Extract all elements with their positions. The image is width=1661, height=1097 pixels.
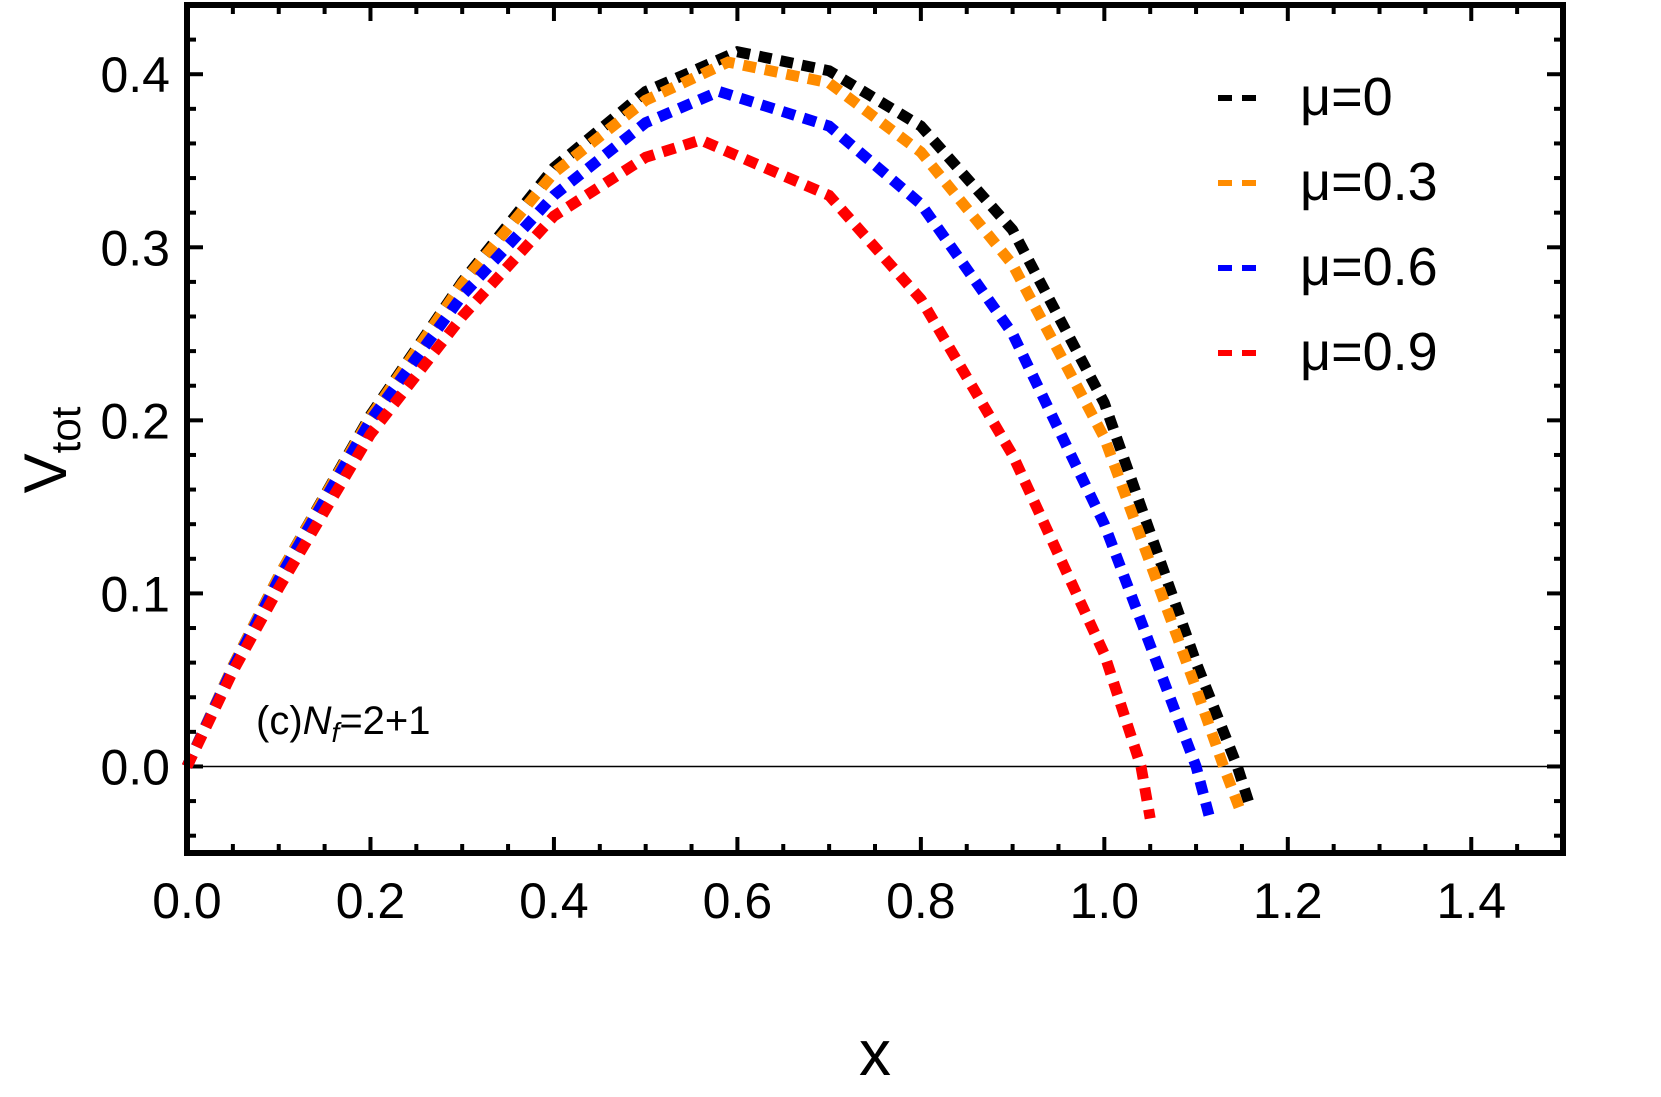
y-tick-label: 0.3 (100, 220, 170, 276)
y-axis-label-main: V (12, 453, 79, 493)
x-tick-label: 1.2 (1253, 873, 1323, 929)
legend-label: μ=0.3 (1300, 152, 1438, 212)
x-tick-label: 1.0 (1070, 873, 1140, 929)
legend-label: μ=0.9 (1300, 322, 1438, 382)
y-tick-label: 0.2 (100, 393, 170, 449)
series-line-2 (182, 85, 1216, 820)
y-tick-label: 0.1 (100, 566, 170, 622)
legend-label: μ=0.6 (1300, 237, 1438, 297)
x-tick-label: 1.4 (1437, 873, 1507, 929)
series-lines (181, 45, 1257, 820)
legend-label: μ=0 (1300, 67, 1393, 127)
annotation-prefix: (c) (256, 699, 303, 743)
x-tick-label: 0.8 (886, 873, 956, 929)
legend: μ=0 μ=0.3 μ=0.6 μ=0.9 (1218, 67, 1438, 382)
panel-annotation: (c)Nf=2+1 (256, 699, 431, 748)
series-line-0 (181, 45, 1257, 812)
y-axis-label: Vtot (12, 406, 89, 493)
tick-labels: 0.0 0.2 0.4 0.6 0.8 1.0 1.2 1.4 0.0 0.1 0.2 0.3 0.4 (100, 47, 1506, 929)
annotation-suffix: =2+1 (339, 699, 430, 743)
y-tick-label: 0.0 (100, 739, 170, 795)
series-line-3 (182, 134, 1156, 820)
x-tick-label: 0.6 (703, 873, 773, 929)
annotation-symbol: N (303, 699, 332, 743)
annotation-subscript: f (332, 717, 343, 748)
x-tick-label: 0.0 (152, 873, 222, 929)
y-axis-label-subscript: tot (42, 406, 89, 453)
x-tick-label: 0.4 (519, 873, 589, 929)
x-tick-label: 0.2 (336, 873, 406, 929)
x-axis-label: x (859, 1017, 891, 1089)
plot-frame (184, 2, 1566, 856)
y-tick-label: 0.4 (100, 47, 170, 103)
